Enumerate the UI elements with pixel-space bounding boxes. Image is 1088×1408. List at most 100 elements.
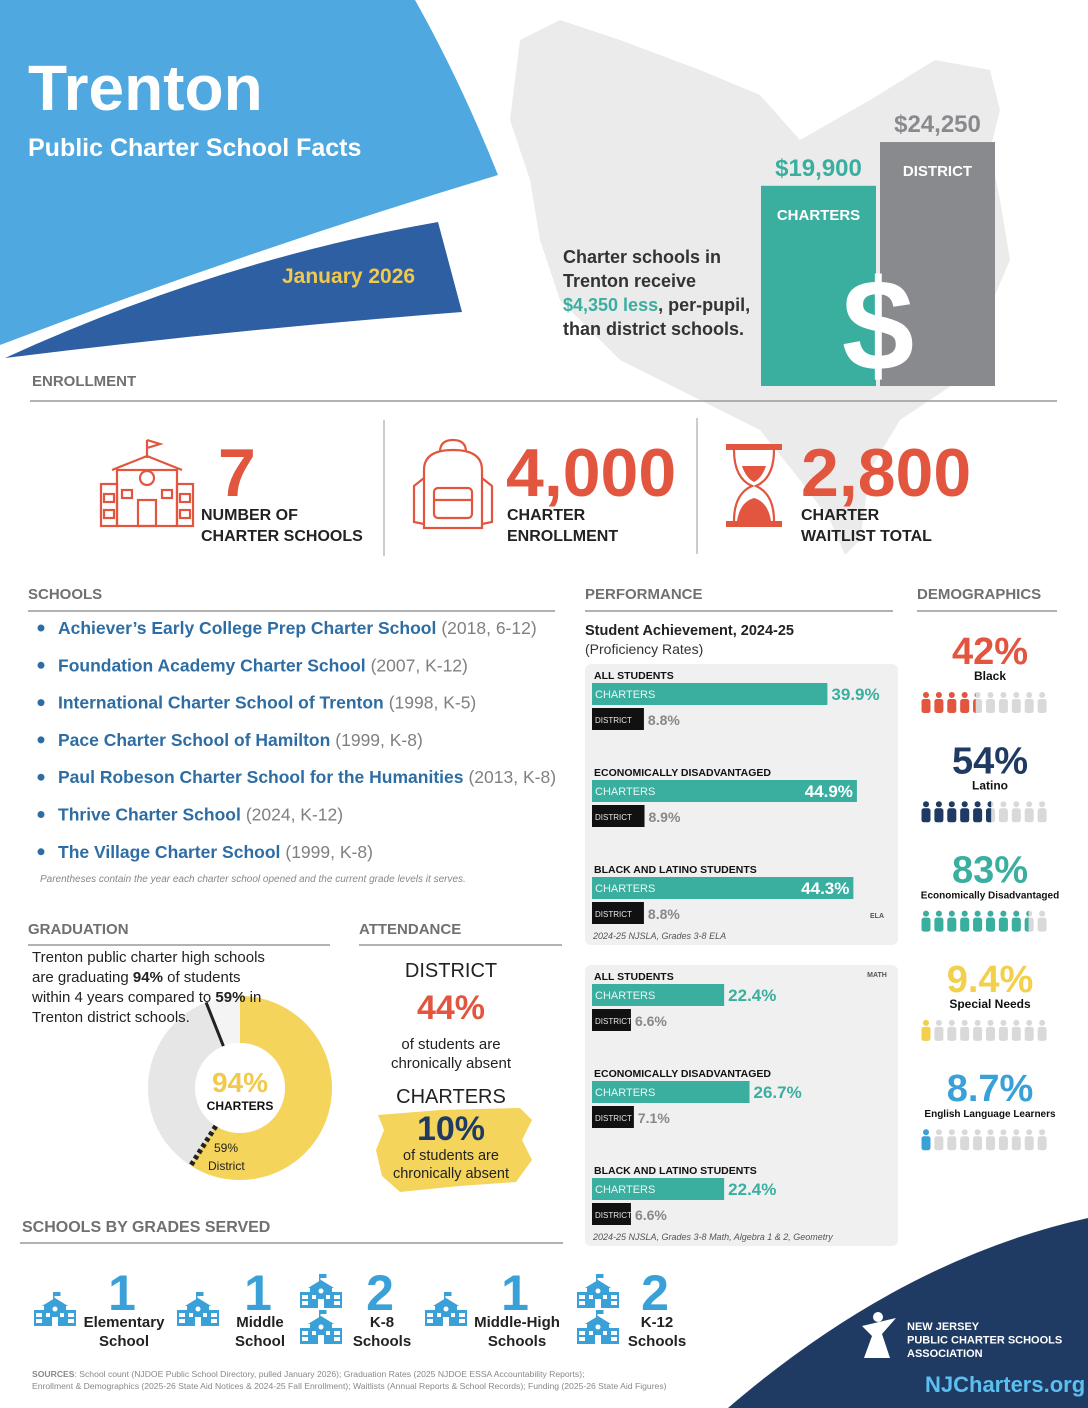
funding-value: $19,900 (775, 155, 862, 182)
person-head (1000, 910, 1007, 917)
person-body (973, 699, 976, 713)
school-building-icon (300, 1310, 342, 1344)
funding-label: CHARTERS (777, 207, 860, 224)
school-name: Thrive Charter School (58, 805, 241, 825)
person-head (1000, 692, 1007, 698)
text-bold: 94% (132, 969, 163, 986)
attendance-rate: 44% (417, 989, 485, 1027)
demographic-value: 54% (952, 740, 1028, 782)
person-head (1039, 1129, 1046, 1136)
person-body (960, 1026, 970, 1041)
bar-series-label: DISTRICT (595, 1017, 632, 1026)
person-body (960, 699, 970, 713)
person-body (973, 917, 983, 932)
person-head (961, 692, 968, 698)
district-value: 59% (214, 1141, 238, 1155)
donut-value: 94% (212, 1067, 268, 1098)
text: Trenton public charter high schools are … (32, 949, 265, 986)
person-body (934, 699, 944, 713)
text: of students within 4 years compared to (32, 969, 241, 1006)
funding-text: Trenton receive (563, 271, 696, 291)
performance-subtitle: (Proficiency Rates) (585, 641, 703, 657)
bar-value: 44.3% (801, 879, 849, 898)
school-detail: (1999, K-8) (335, 730, 423, 750)
bar-value: 6.6% (635, 1013, 667, 1029)
funding-text: Charter schools in (563, 247, 721, 267)
stat-label: CHARTER SCHOOLS (201, 528, 363, 545)
people-row (921, 1019, 1047, 1041)
attendance-label: DISTRICT (405, 960, 497, 982)
charters-marker (204, 1001, 225, 1047)
school-building-icon (577, 1310, 619, 1344)
people-row (921, 1129, 1047, 1151)
section-heading: GRADUATION (28, 921, 129, 938)
person-body (986, 917, 995, 932)
highlight-brush (376, 1108, 532, 1192)
school-name: Achiever’s Early College Prep Charter Sc… (58, 618, 436, 638)
school-detail: (2018, 6-12) (441, 618, 536, 638)
person-body (1024, 917, 1029, 932)
school-building-icon (300, 1274, 342, 1308)
school-item: Paul Robeson Charter School for the Huma… (58, 767, 556, 787)
person-body (1037, 808, 1047, 823)
bar-value: 8.8% (648, 712, 680, 728)
grade-label: Middle (236, 1314, 284, 1331)
person-body (973, 808, 983, 823)
performance-bar (592, 805, 645, 827)
donut-hole (195, 1043, 285, 1133)
person-head (935, 1019, 942, 1026)
text: , per-pupil, (658, 295, 750, 315)
grade-label: K-8 (370, 1314, 394, 1331)
schools-note: Parentheses contain the year each charte… (40, 874, 466, 885)
school-detail: (2024, K-12) (246, 805, 343, 825)
person-head (923, 801, 929, 808)
person-head (923, 1019, 929, 1026)
funding-bar (880, 142, 995, 386)
bar-value: 22.4% (728, 1180, 776, 1199)
person-head (961, 801, 968, 808)
grade-label: School (235, 1333, 285, 1350)
panel-source: 2024-25 NJSLA, Grades 3-8 ELA (592, 931, 726, 941)
person-head (935, 801, 942, 808)
bar-value: 39.9% (831, 685, 879, 704)
people-fill (921, 692, 976, 713)
school-item: Thrive Charter School (2024, K-12) (58, 805, 343, 825)
school-building-icon (177, 1292, 219, 1326)
org-name: PUBLIC CHARTER SCHOOLS (907, 1335, 1062, 1347)
person-head (1039, 1019, 1046, 1026)
bar-value: 44.9% (805, 782, 853, 801)
person-body (1024, 1136, 1034, 1151)
person-body (921, 808, 931, 823)
sources-label: SOURCES (32, 1369, 75, 1379)
grade-label: K-12 (641, 1314, 674, 1331)
person-head (948, 692, 955, 698)
demographic-name: English Language Learners (924, 1109, 1056, 1120)
stat-label: CHARTER (507, 507, 586, 524)
footer-background (728, 1218, 1088, 1408)
text-bold: 59% (215, 989, 246, 1006)
person-body (947, 1136, 957, 1151)
dollar-symbol: $ (842, 252, 914, 398)
person-head (1026, 910, 1029, 917)
person-head (1000, 801, 1007, 808)
person-head (987, 801, 992, 808)
donut-arc (148, 996, 332, 1180)
section-heading: PERFORMANCE (585, 586, 703, 603)
person-head (948, 801, 955, 808)
person-head (1013, 801, 1020, 808)
person-body (986, 699, 995, 713)
person-body (960, 917, 970, 932)
panel-label: MATH (867, 972, 887, 979)
person-head (1013, 1129, 1020, 1136)
school-icon (99, 438, 195, 528)
person-body (998, 699, 1008, 713)
funding-text: $4,350 less, per-pupil, (563, 295, 750, 315)
performance-bar (592, 1081, 750, 1103)
stat-label: CHARTER (801, 507, 880, 524)
person-head (1039, 801, 1046, 808)
district-label: District (208, 1159, 245, 1173)
person-head (974, 1019, 981, 1026)
school-detail: (2007, K-12) (371, 655, 468, 675)
performance-bar (592, 1009, 631, 1031)
school-name: Foundation Academy Charter School (58, 655, 366, 675)
